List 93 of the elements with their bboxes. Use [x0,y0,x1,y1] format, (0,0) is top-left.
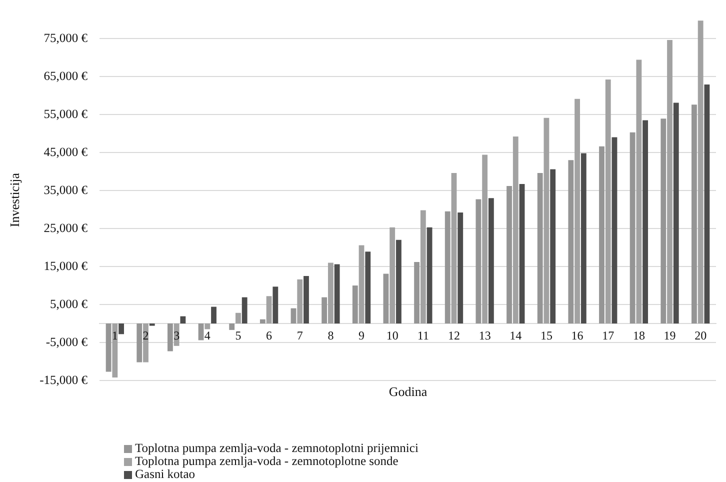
bar [506,186,512,324]
x-tick-label: 19 [664,328,676,343]
bar [204,324,210,330]
bar [198,324,204,340]
bar [136,324,142,362]
y-tick-label: 55,000 € [44,106,88,121]
bar [673,102,679,324]
y-tick-label: -15,000 € [40,372,88,387]
legend-label: Toplotna pumpa zemlja-voda - zemnotoplotni prijemnici [135,441,418,455]
bar [352,286,358,324]
bar [420,210,426,324]
x-tick-label: 10 [386,328,398,343]
bar [488,198,494,324]
bar [143,324,148,362]
bar [383,274,389,324]
legend-label: Gasni kotao [135,467,196,481]
bar [574,98,580,324]
bar [328,262,334,324]
bar [266,296,272,324]
bar [106,324,112,372]
bar [451,173,457,324]
bar [476,199,482,324]
bar [390,227,396,324]
bar [630,132,636,324]
bar [365,252,371,324]
bar [605,80,611,324]
x-tick-label: 8 [328,328,334,343]
bar [242,297,248,324]
y-tick-label: 75,000 € [44,30,88,45]
y-tick-label: 5,000 € [50,296,88,311]
y-tick-label: 35,000 € [44,182,88,197]
bar [568,160,574,324]
legend-label: Toplotna pumpa zemlja-voda - zemnotoplotne sonde [135,454,398,468]
y-axis-title: Investicija [7,172,22,228]
bar [396,240,402,324]
bar [660,118,666,324]
x-tick-label: 20 [694,328,707,343]
bar [698,20,704,324]
bar [229,324,235,330]
bar [236,312,241,324]
bar [290,308,296,324]
bar [180,316,186,324]
x-tick-label: 9 [358,328,365,343]
bar [297,279,303,324]
bar [426,227,432,324]
bar [414,262,420,324]
bar [322,297,328,324]
y-tick-label: 65,000 € [44,68,88,83]
x-tick-label: 5 [235,328,242,343]
bar [599,146,604,324]
bar [211,306,216,324]
bar [272,286,278,324]
x-tick-label: 14 [510,328,522,343]
x-tick-label: 3 [174,328,180,343]
bar [482,154,488,324]
bar [692,104,697,324]
bar [519,184,525,324]
x-tick-label: 12 [448,328,460,343]
bar [358,245,364,324]
bar [512,136,518,324]
bar [167,324,173,352]
bar [537,173,543,324]
bar [612,137,618,324]
bar [444,211,450,324]
bar [550,169,556,324]
x-tick-label: 13 [478,328,491,343]
y-tick-label: -5,000 € [46,334,88,349]
bar [334,264,340,324]
bar [458,212,464,324]
x-tick-label: 16 [571,328,584,343]
bar [704,84,710,324]
bar [667,40,672,324]
bar [118,324,124,334]
x-tick-label: 11 [417,328,429,343]
x-tick-label: 18 [632,328,645,343]
bar [304,276,309,324]
x-tick-label: 7 [296,328,303,343]
x-tick-label: 1 [112,328,118,343]
bar [642,120,648,324]
bar [260,319,266,324]
bar [544,118,550,324]
x-tick-label: 2 [142,328,149,343]
x-axis-title: Godina [388,384,428,399]
x-tick-label: 6 [266,328,272,343]
bar [580,153,586,324]
bar [636,60,642,324]
y-tick-label: 15,000 € [44,258,88,273]
x-tick-label: 15 [540,328,552,343]
y-tick-label: 45,000 € [44,144,88,159]
bar [112,324,118,378]
x-tick-label: 4 [204,328,210,343]
y-tick-label: 25,000 € [44,220,88,235]
x-tick-label: 17 [602,328,614,343]
